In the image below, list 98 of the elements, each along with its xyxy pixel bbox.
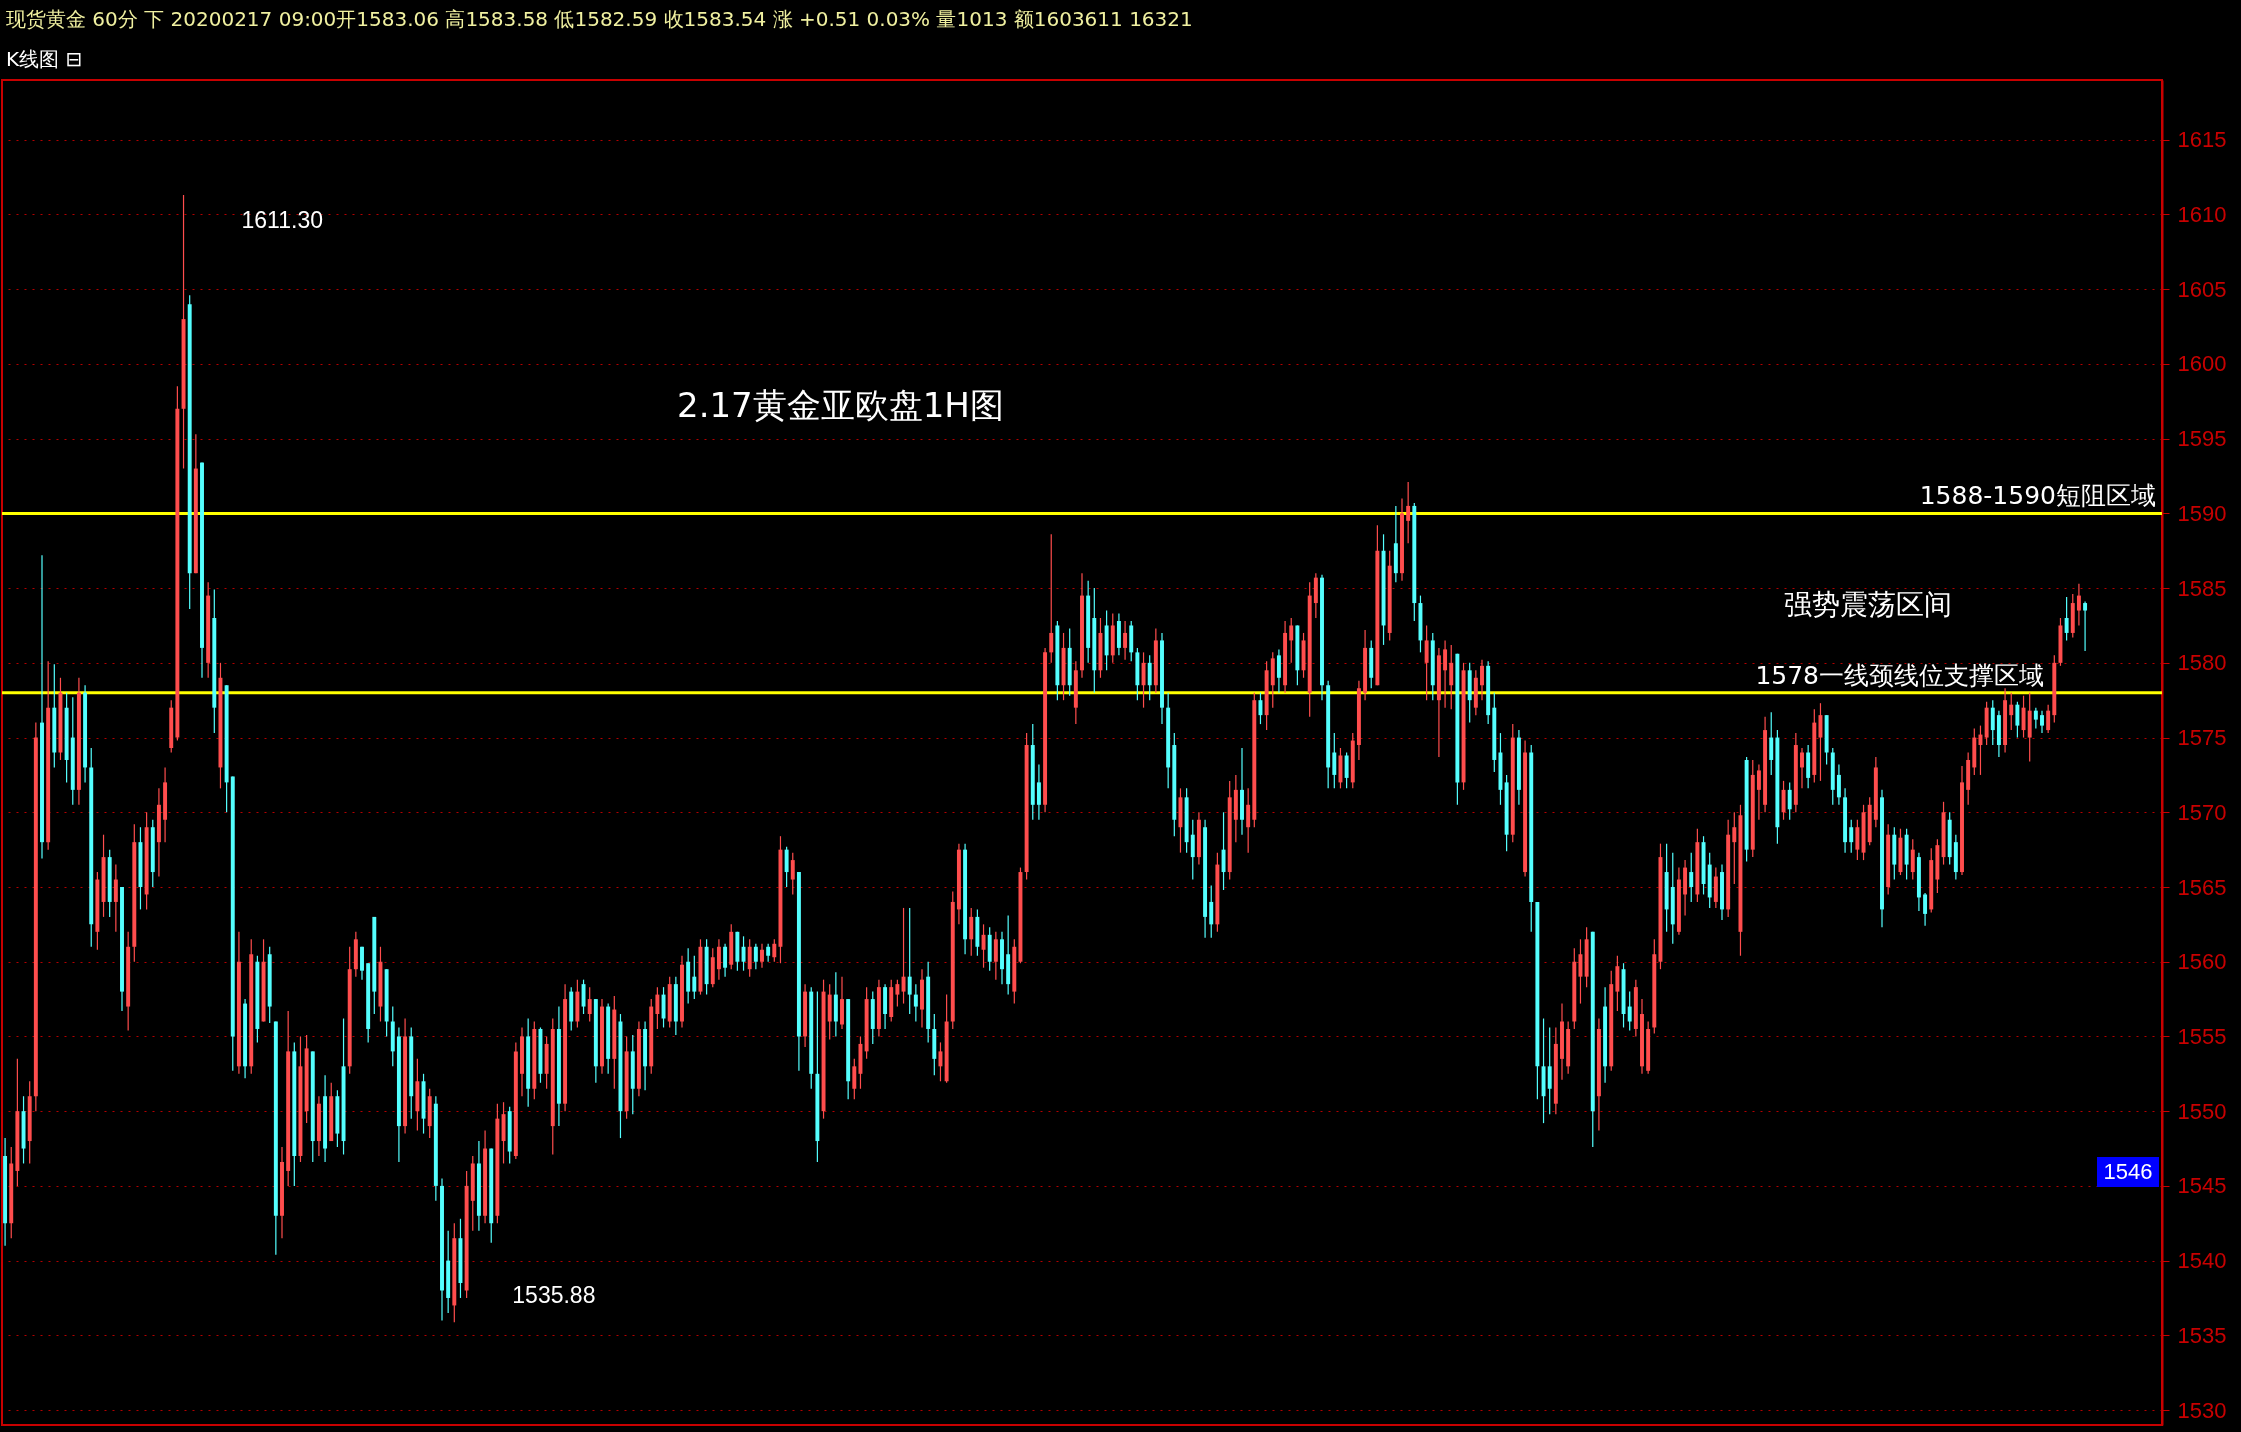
text: 2.17黄金亚欧盘1H图 bbox=[677, 385, 1004, 425]
candlestick bbox=[784, 846, 789, 888]
candlestick bbox=[1923, 892, 1928, 927]
candlestick bbox=[2046, 704, 2051, 734]
candlestick bbox=[1258, 692, 1263, 725]
annotation: 1546 bbox=[2103, 1159, 2153, 1184]
candlestick bbox=[1147, 654, 1152, 701]
candlestick bbox=[1344, 751, 1349, 789]
candlestick bbox=[2064, 596, 2069, 642]
candlestick bbox=[913, 983, 918, 1023]
candlestick bbox=[2083, 600, 2088, 652]
candlestick bbox=[2076, 583, 2081, 627]
candlestick bbox=[907, 907, 912, 1015]
candlestick bbox=[1800, 747, 1804, 789]
y-tick-label: 1555 bbox=[2177, 1023, 2227, 1049]
candlestick bbox=[1123, 620, 1128, 661]
y-tick-label: 1530 bbox=[2177, 1397, 2227, 1423]
candlestick bbox=[852, 1058, 857, 1100]
candlestick bbox=[1849, 819, 1854, 854]
candlestick bbox=[1332, 732, 1337, 789]
candlestick bbox=[1289, 617, 1294, 664]
candlestick bbox=[2040, 710, 2044, 734]
candlestick bbox=[1781, 780, 1786, 821]
candlestick bbox=[969, 907, 974, 957]
candlestick bbox=[1036, 763, 1041, 821]
candlestick bbox=[1756, 763, 1761, 821]
candlestick bbox=[1209, 884, 1214, 939]
candlestick bbox=[1190, 819, 1195, 881]
candlestick bbox=[1443, 639, 1448, 709]
y-tick-label: 1605 bbox=[2177, 276, 2227, 302]
candlestick bbox=[895, 979, 900, 1008]
y-tick-label: 1600 bbox=[2177, 351, 2227, 377]
candlestick bbox=[716, 938, 721, 981]
y-tick-label: 1580 bbox=[2177, 650, 2227, 676]
candlestick bbox=[1769, 711, 1774, 776]
candlestick bbox=[1276, 648, 1281, 694]
candlestick bbox=[1787, 781, 1792, 821]
candlestick bbox=[2015, 701, 2020, 739]
chart-subtitle: 现货黄金 60分 下 20200217 09:00开1583.06 高1583.58 低1582.59 收1583.54 涨 +0.51 0.03% 量1013 额1603611 16321 bbox=[6, 7, 1193, 31]
candlestick bbox=[723, 943, 728, 978]
candlestick bbox=[581, 979, 586, 1015]
candlestick bbox=[587, 986, 592, 1023]
candlestick bbox=[1855, 819, 1860, 861]
candlestick bbox=[1424, 624, 1429, 701]
y-tick-label: 1545 bbox=[2177, 1173, 2227, 1199]
candlestick bbox=[1818, 702, 1823, 782]
candlestick bbox=[2021, 695, 2026, 739]
candlestick bbox=[360, 946, 364, 981]
candlestick bbox=[772, 938, 777, 963]
candlestick bbox=[753, 943, 758, 970]
y-tick-label: 1540 bbox=[2177, 1248, 2227, 1274]
candlestick bbox=[1480, 659, 1484, 701]
candlestick bbox=[981, 923, 986, 969]
candlestick bbox=[1578, 938, 1583, 1005]
y-tick-label: 1575 bbox=[2177, 725, 2227, 751]
candlestick bbox=[790, 852, 795, 896]
candlestick bbox=[2033, 707, 2038, 730]
candlestick bbox=[993, 931, 998, 981]
candlestick bbox=[1221, 811, 1226, 891]
ref-line-label: 1588-1590短阻区域 bbox=[1919, 481, 2156, 511]
y-tick-label: 1610 bbox=[2177, 202, 2227, 227]
y-tick-label: 1550 bbox=[2177, 1098, 2227, 1124]
y-tick-label: 1535 bbox=[2177, 1322, 2227, 1348]
y-tick-label: 1590 bbox=[2177, 500, 2227, 526]
candlestick bbox=[1246, 787, 1251, 854]
y-tick-label: 1615 bbox=[2177, 127, 2227, 153]
candlestick bbox=[938, 1041, 943, 1082]
ref-line-label: 1578一线颈线位支撑区域 bbox=[1755, 660, 2044, 690]
candlestick bbox=[1836, 763, 1841, 806]
text: K线图 ⊟ bbox=[6, 47, 83, 71]
candlestick bbox=[1141, 651, 1146, 709]
candlestick bbox=[2009, 692, 2014, 731]
candlestick bbox=[1406, 481, 1411, 544]
candlestick bbox=[655, 986, 660, 1030]
candlestick bbox=[901, 907, 906, 1005]
candlestick bbox=[1547, 1026, 1552, 1115]
candlestick bbox=[747, 938, 752, 978]
candlestick bbox=[741, 935, 746, 972]
candlestick bbox=[113, 863, 118, 933]
candlestick bbox=[760, 943, 764, 969]
y-tick-label: 1570 bbox=[2177, 799, 2227, 825]
annotation: 1535.88 bbox=[512, 1282, 596, 1309]
annotation: 1611.30 bbox=[241, 207, 323, 234]
candlestick bbox=[1910, 838, 1915, 881]
y-tick-label: 1560 bbox=[2177, 949, 2227, 975]
y-tick-label: 1585 bbox=[2177, 575, 2227, 601]
candlestick bbox=[1449, 644, 1454, 710]
y-tick-label: 1565 bbox=[2177, 874, 2227, 900]
y-tick-label: 1595 bbox=[2177, 426, 2227, 452]
candlestick bbox=[1990, 699, 1995, 746]
candlestick bbox=[1689, 852, 1694, 903]
annotation: 强势震荡区间 bbox=[1784, 588, 1952, 621]
candlestick bbox=[1978, 725, 1983, 776]
candlestick bbox=[1627, 991, 1632, 1032]
candlestick bbox=[661, 986, 666, 1029]
candlestick bbox=[1732, 811, 1737, 885]
candlestick bbox=[1049, 533, 1054, 664]
candlestick bbox=[692, 955, 697, 1000]
